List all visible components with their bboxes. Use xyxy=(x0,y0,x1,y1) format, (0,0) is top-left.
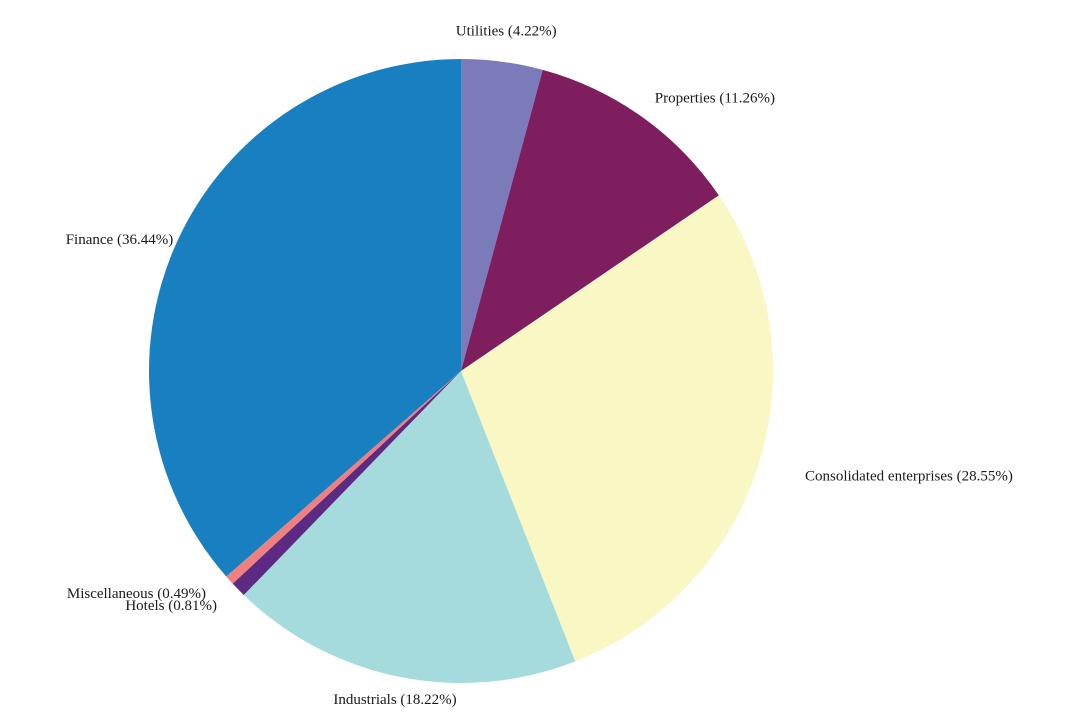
labels-layer: Utilities (4.22%) Properties (11.26%) Cons… xyxy=(66,23,1013,708)
slice-label-properties: Properties (11.26%) xyxy=(655,90,775,106)
slice-label-industrials: Industrials (18.22%) xyxy=(333,692,456,708)
slice-label-miscellaneous: Miscellaneous (0.49%) xyxy=(67,586,206,602)
slice-label-finance: Finance (36.44%) xyxy=(66,232,173,248)
pie-slice-miscellaneous xyxy=(226,371,461,584)
slice-label-utilities: Utilities (4.22%) xyxy=(456,23,557,39)
pie-slice-utilities xyxy=(461,59,543,371)
pie-slice-properties xyxy=(461,69,719,371)
pie-slice-industrials xyxy=(243,371,576,683)
slices-layer xyxy=(149,59,774,683)
slice-label-hotels: Hotels (0.81%) xyxy=(125,598,217,614)
pie-slice-hotels xyxy=(232,371,461,595)
pie-slice-finance xyxy=(149,59,461,577)
pie-slice-consolidated-enterprises xyxy=(461,195,774,662)
slice-label-consolidated-enterprises: Consolidated enterprises (28.55%) xyxy=(805,468,1013,484)
